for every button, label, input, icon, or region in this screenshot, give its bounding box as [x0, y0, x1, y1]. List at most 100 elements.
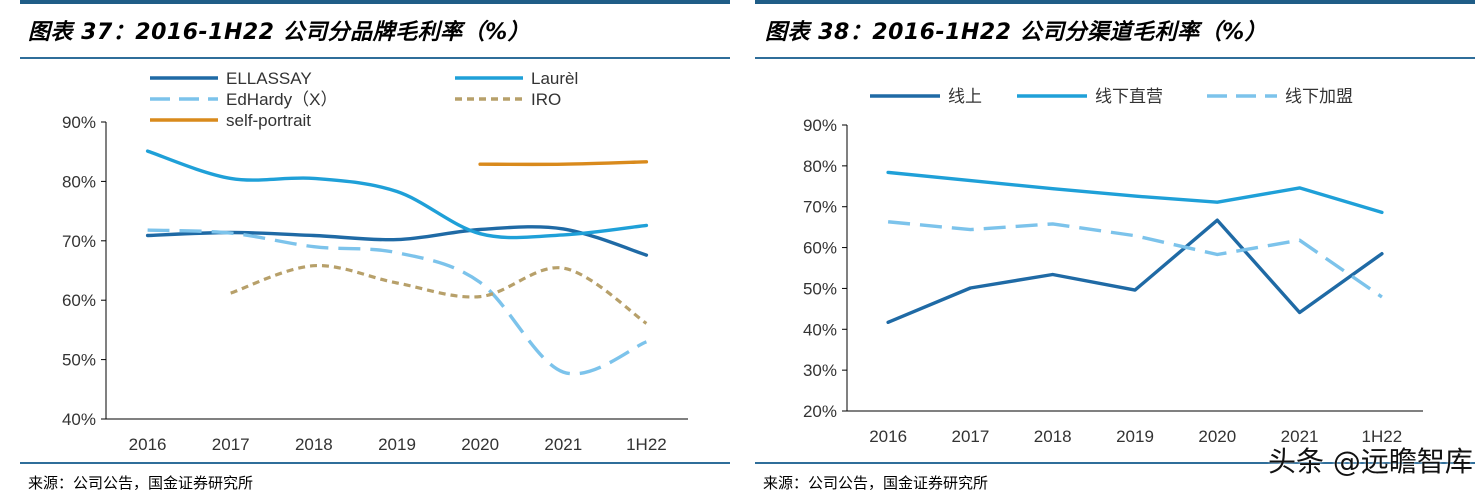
y-tick-label: 60%	[803, 239, 837, 258]
data-point-1-5	[1298, 186, 1301, 189]
data-point-1-4	[1216, 201, 1219, 204]
data-point-1-2	[1051, 187, 1054, 190]
data-point-0-6	[645, 253, 648, 256]
legend-label: 线上	[948, 87, 982, 106]
data-point-0-5	[562, 227, 565, 230]
x-tick-label: 2017	[952, 427, 990, 446]
x-tick-label: 2021	[1281, 427, 1319, 446]
series-line-2	[147, 228, 648, 376]
legend-label: self-portrait	[226, 111, 311, 130]
data-point-3-4	[479, 295, 482, 298]
chart-title: 图表 38：2016-1H22 公司分渠道毛利率（%）	[765, 20, 1268, 45]
legend-label: 线下加盟	[1285, 87, 1353, 106]
y-tick-label: 90%	[803, 116, 837, 135]
y-tick-label: 70%	[62, 232, 96, 251]
data-point-0-5	[1298, 311, 1301, 314]
data-point-4-6	[645, 160, 648, 163]
legend-label: IRO	[531, 90, 561, 109]
data-point-2-2	[1051, 222, 1054, 225]
y-tick-label: 50%	[803, 279, 837, 298]
legend-label: EdHardy（X）	[226, 90, 337, 109]
title-divider	[755, 57, 1475, 59]
data-point-2-5	[1298, 239, 1301, 242]
data-point-1-3	[1133, 194, 1136, 197]
data-point-1-3	[395, 190, 398, 193]
x-tick-label: 1H22	[626, 435, 667, 454]
x-tick-label: 2018	[295, 435, 333, 454]
series-line-2	[887, 220, 1383, 299]
brand-margin-line-chart: 40% 50% 60% 70% 80% 90% 2016 2017 2018 2019 2020 20…	[62, 69, 688, 454]
top-rule	[755, 0, 1475, 4]
data-point-0-3	[1133, 288, 1136, 291]
x-tick-label: 2016	[869, 427, 907, 446]
data-point-2-1	[969, 228, 972, 231]
title-divider	[20, 57, 730, 59]
x-tick-label: 2018	[1034, 427, 1072, 446]
y-tick-label: 30%	[803, 361, 837, 380]
data-point-3-3	[395, 281, 398, 284]
legend-label: Laurèl	[531, 69, 578, 88]
legend-label: ELLASSAY	[226, 69, 312, 88]
data-point-0-0	[887, 321, 890, 324]
data-point-2-6	[645, 340, 648, 343]
data-point-1-4	[479, 232, 482, 235]
x-tick-label: 2019	[1116, 427, 1154, 446]
data-point-0-6	[1380, 252, 1383, 255]
data-point-0-1	[969, 286, 972, 289]
data-point-4-4	[479, 163, 482, 166]
x-tick-label: 2017	[212, 435, 250, 454]
y-tick-label: 90%	[62, 113, 96, 132]
y-tick-label: 40%	[62, 410, 96, 429]
channel-margin-line-chart: 20% 30% 40% 50% 60% 70% 80% 90% 2016 2017 2018 2019…	[803, 87, 1423, 446]
y-tick-label: 80%	[62, 172, 96, 191]
data-point-4-5	[562, 163, 565, 166]
data-point-0-2	[1051, 273, 1054, 276]
y-tick-label: 80%	[803, 157, 837, 176]
source-note: 来源：公司公告，国金证券研究所	[763, 474, 989, 492]
y-tick-label: 50%	[62, 351, 96, 370]
x-tick-label: 2016	[129, 435, 167, 454]
series-line-0	[886, 218, 1384, 324]
y-tick-label: 60%	[62, 291, 96, 310]
x-tick-label: 1H22	[1362, 427, 1403, 446]
series-line-1	[145, 149, 649, 240]
x-tick-label: 2019	[378, 435, 416, 454]
data-point-1-1	[229, 177, 232, 180]
data-point-1-5	[562, 233, 565, 236]
data-point-1-0	[146, 150, 149, 153]
series-line-3	[230, 264, 648, 325]
data-point-1-0	[887, 171, 890, 174]
data-point-1-2	[312, 177, 315, 180]
x-tick-label: 2021	[544, 435, 582, 454]
series-line-4	[478, 160, 649, 167]
chart-panel-channel-margin: 图表 38：2016-1H22 公司分渠道毛利率（%） 20% 30% 40% 50%…	[755, 0, 1475, 500]
data-point-2-4	[479, 281, 482, 284]
data-point-2-3	[395, 251, 398, 254]
y-tick-label: 20%	[803, 402, 837, 421]
data-point-3-2	[312, 264, 315, 267]
data-point-2-3	[1133, 234, 1136, 237]
data-point-2-6	[1380, 295, 1383, 298]
data-point-0-2	[312, 234, 315, 237]
data-point-3-1	[229, 291, 232, 294]
data-point-1-6	[1380, 211, 1383, 214]
chart-panel-brand-margin: 图表 37：2016-1H22 公司分品牌毛利率（%） 40% 50% 60% 70%…	[0, 0, 730, 500]
data-point-2-0	[887, 220, 890, 223]
watermark: 头条 @远瞻智库	[1268, 445, 1473, 478]
data-point-0-0	[146, 234, 149, 237]
bottom-rule	[20, 462, 730, 464]
x-tick-label: 2020	[1198, 427, 1236, 446]
data-point-2-1	[229, 231, 232, 234]
chart-title: 图表 37：2016-1H22 公司分品牌毛利率（%）	[28, 20, 531, 45]
source-note: 来源：公司公告，国金证券研究所	[28, 474, 254, 492]
legend-label: 线下直营	[1095, 87, 1163, 106]
data-point-2-4	[1216, 253, 1219, 256]
data-point-0-4	[479, 228, 482, 231]
data-point-3-6	[645, 322, 648, 325]
data-point-2-2	[312, 245, 315, 248]
data-point-0-3	[395, 238, 398, 241]
data-point-1-1	[969, 179, 972, 182]
x-tick-label: 2020	[461, 435, 499, 454]
series-line-1	[886, 170, 1384, 215]
data-point-2-0	[146, 229, 149, 232]
